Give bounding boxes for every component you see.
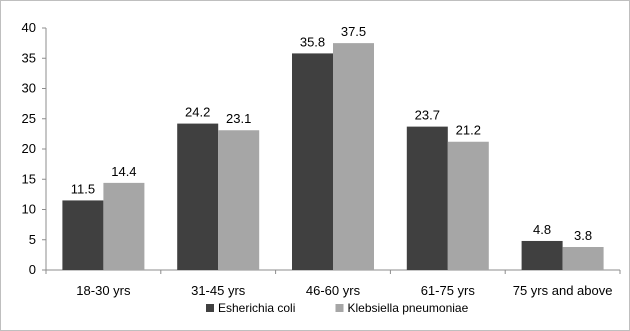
y-tick-label: 5 bbox=[29, 232, 36, 247]
y-tick-label: 30 bbox=[22, 81, 36, 96]
bar bbox=[563, 247, 604, 270]
bars bbox=[62, 43, 603, 270]
x-tick-label: 75 yrs and above bbox=[513, 283, 613, 298]
x-tick-label: 61-75 yrs bbox=[421, 283, 476, 298]
data-label: 24.2 bbox=[185, 105, 210, 120]
legend-swatch bbox=[206, 304, 214, 312]
y-tick-label: 25 bbox=[22, 111, 36, 126]
bar bbox=[407, 127, 448, 270]
bar bbox=[333, 43, 374, 270]
data-label: 4.8 bbox=[533, 222, 551, 237]
data-label: 14.4 bbox=[111, 164, 136, 179]
bar bbox=[177, 124, 218, 270]
x-tick-label: 31-45 yrs bbox=[191, 283, 246, 298]
bar bbox=[292, 53, 333, 270]
data-label: 11.5 bbox=[71, 181, 95, 196]
data-label: 35.8 bbox=[300, 34, 325, 49]
legend-label: Klebsiella pneumoniae bbox=[348, 301, 469, 315]
data-label: 23.7 bbox=[415, 108, 440, 123]
bar bbox=[218, 130, 259, 270]
data-label: 3.8 bbox=[574, 228, 592, 243]
y-tick-label: 15 bbox=[22, 171, 36, 186]
legend: Esherichia coli Klebsiella pneumoniae bbox=[206, 301, 469, 315]
y-tick-label: 20 bbox=[22, 141, 36, 156]
bar bbox=[62, 200, 103, 270]
y-tick-label: 40 bbox=[22, 20, 36, 35]
y-tick-label: 35 bbox=[22, 50, 36, 65]
data-label: 37.5 bbox=[341, 24, 366, 39]
legend-swatch bbox=[336, 304, 344, 312]
x-tick-label: 18-30 yrs bbox=[76, 283, 131, 298]
legend-label: Esherichia coli bbox=[218, 301, 295, 315]
bar bbox=[103, 183, 144, 270]
y-tick-label: 0 bbox=[29, 262, 36, 277]
y-tick-label: 10 bbox=[22, 202, 36, 217]
data-label: 23.1 bbox=[226, 111, 251, 126]
data-label: 21.2 bbox=[456, 123, 481, 138]
bar bbox=[448, 142, 489, 270]
x-tick-label: 46-60 yrs bbox=[306, 283, 361, 298]
bar bbox=[522, 241, 563, 270]
